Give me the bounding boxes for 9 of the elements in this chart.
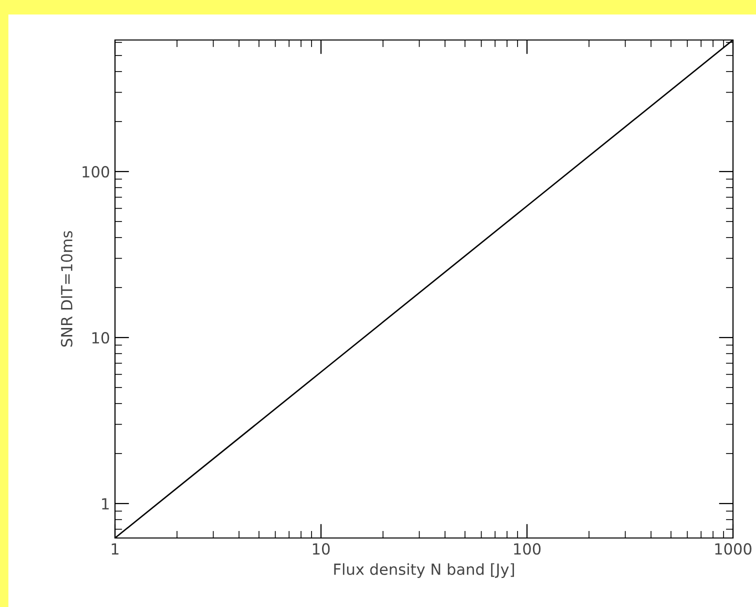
x-tick-label: 100 — [514, 543, 541, 555]
y-tick-label: 1 — [102, 498, 109, 510]
y-tick-label: 10 — [92, 332, 110, 344]
x-tick-label: 1 — [112, 543, 118, 554]
x-tick-label: 1000 — [715, 543, 752, 555]
x-axis-title: Flux density N band [Jy] — [334, 563, 514, 578]
x-tick-label: 10 — [312, 543, 330, 555]
y-tick-label: 100 — [82, 166, 110, 178]
y-axis-title: SNR DIT=10ms — [60, 231, 72, 347]
